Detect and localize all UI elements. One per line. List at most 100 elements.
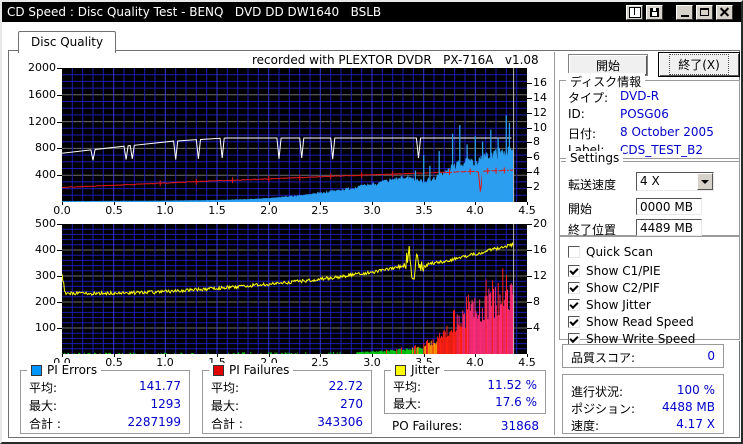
tick-mark	[424, 354, 425, 357]
avg-value: 141.77	[139, 379, 181, 393]
checkbox-show-write-speed[interactable]: Show Write Speed	[568, 332, 695, 346]
po-failures-row: PO Failures: 31868	[392, 419, 539, 433]
tick-mark	[372, 202, 373, 205]
y-axis-label-right: 4	[533, 165, 540, 178]
tick-mark	[372, 354, 373, 357]
checkbox-show-read-speed[interactable]: Show Read Speed	[568, 315, 694, 329]
checkbox-show-c2-pif[interactable]: Show C2/PIF	[568, 281, 660, 295]
y-axis-label-left: 1600	[28, 88, 56, 101]
checkbox-label: Show C2/PIF	[586, 281, 660, 295]
pi-errors-stats: PI Errors 平均: 141.77 最大: 1293 合計 : 2287199	[20, 363, 190, 434]
x-axis-label: 2.5	[311, 204, 329, 217]
tick-mark	[57, 95, 62, 96]
y-axis-label-right: 14	[533, 91, 547, 104]
book-icon	[628, 6, 641, 18]
checkbox-quick-scan[interactable]: Quick Scan	[568, 245, 653, 259]
tick-mark	[217, 354, 218, 357]
po-failures-value: 31868	[500, 419, 539, 433]
tick-mark	[57, 148, 62, 149]
tick-mark	[57, 250, 62, 251]
y-axis-label-left: 400	[35, 243, 56, 256]
x-axis-label: 4.0	[466, 204, 484, 217]
end-position-label: 終了位置	[568, 223, 617, 237]
log-button[interactable]	[626, 4, 643, 20]
tick-mark	[527, 224, 532, 225]
max-label: 最大:	[29, 399, 58, 413]
exit-button[interactable]: 終了(X)	[658, 52, 740, 77]
end-position-input[interactable]	[636, 219, 702, 236]
checkbox-box[interactable]	[568, 282, 580, 294]
title-bar: CD Speed : Disc Quality Test - BENQ DVD …	[2, 2, 741, 22]
quality-score-value: 0	[707, 349, 715, 363]
pi-errors-color-swatch	[31, 364, 42, 376]
tick-mark	[475, 202, 476, 205]
tick-mark	[114, 354, 115, 357]
disc-type-label: タイプ:	[568, 91, 609, 105]
tick-mark	[527, 187, 532, 188]
tab-disc-quality[interactable]: Disc Quality	[18, 31, 117, 53]
tick-mark	[527, 83, 532, 84]
tick-mark	[57, 302, 62, 303]
y-axis-label-right: 8	[533, 295, 540, 308]
checkbox-box[interactable]	[568, 265, 580, 277]
x-axis-label: 0.0	[53, 204, 71, 217]
minimize-icon	[680, 14, 689, 17]
tick-mark	[527, 113, 532, 114]
x-axis-label: 1.0	[156, 356, 174, 369]
pi-errors-chart: 400 800 1200 1600 2000 2 4 6 8 10 12 14 16 0.0 0.5 1.0 1…	[28, 62, 547, 217]
pi-failures-stats: PI Failures 平均: 22.72 最大: 270 合計 : 343306	[202, 363, 372, 434]
checkbox-box[interactable]	[568, 299, 580, 311]
x-axis-label: 4.5	[518, 356, 536, 369]
tick-mark	[62, 202, 63, 205]
maximize-button[interactable]	[696, 4, 713, 20]
avg-label: 平均:	[211, 381, 240, 395]
tick-mark	[57, 328, 62, 329]
pi-failures-legend: PI Failures	[209, 363, 294, 377]
y-axis-label-right: 6	[533, 150, 540, 163]
save-button[interactable]	[646, 4, 663, 20]
x-axis-label: 3.0	[363, 204, 381, 217]
tick-mark	[527, 328, 532, 329]
minimize-button[interactable]	[676, 4, 693, 20]
tick-mark	[165, 354, 166, 357]
checkbox-show-c1-pie[interactable]: Show C1/PIE	[568, 264, 661, 278]
tick-mark	[57, 175, 62, 176]
disc-date-label: 日付:	[568, 127, 597, 141]
position-value: 4488 MB	[662, 400, 715, 414]
x-axis-label: 3.0	[363, 356, 381, 369]
speed-select[interactable]: 4 X	[636, 172, 714, 191]
disc-info-title: ディスク情報	[566, 73, 646, 90]
y-axis-label-left: 300	[35, 269, 56, 282]
tick-mark	[475, 354, 476, 357]
tick-mark	[527, 354, 528, 357]
y-axis-label-right: 8	[533, 135, 540, 148]
x-axis-label: 2.5	[311, 356, 329, 369]
checkbox-show-jitter[interactable]: Show Jitter	[568, 298, 651, 312]
y-axis-label-right: 16	[533, 243, 547, 256]
total-label: 合計 :	[29, 417, 61, 431]
x-axis-label: 0.5	[105, 356, 123, 369]
start-position-input[interactable]	[636, 198, 702, 215]
titlebar-buttons	[626, 4, 741, 20]
checkbox-box[interactable]	[568, 316, 580, 328]
floppy-icon	[650, 7, 659, 17]
y-axis-label-left: 2000	[28, 61, 56, 74]
close-button[interactable]	[716, 4, 733, 20]
maximize-icon	[700, 8, 709, 16]
y-axis-label-right: 20	[533, 217, 547, 230]
checkbox-box[interactable]	[568, 246, 580, 258]
y-axis-label-left: 400	[35, 168, 56, 181]
x-axis-label: 4.5	[518, 204, 536, 217]
x-axis-label: 3.5	[415, 204, 433, 217]
avg-value: 11.52 %	[487, 378, 537, 392]
x-axis-label: 0.5	[105, 204, 123, 217]
tick-mark	[320, 354, 321, 357]
tick-mark	[62, 354, 63, 357]
jitter-color-swatch	[395, 364, 406, 376]
disc-date-value: 8 October 2005	[620, 125, 714, 139]
tick-mark	[527, 276, 532, 277]
total-value: 343306	[317, 415, 363, 429]
tick-mark	[527, 98, 532, 99]
quality-score-box: 品質スコア: 0	[562, 344, 724, 368]
speed-select-button[interactable]	[697, 173, 713, 190]
